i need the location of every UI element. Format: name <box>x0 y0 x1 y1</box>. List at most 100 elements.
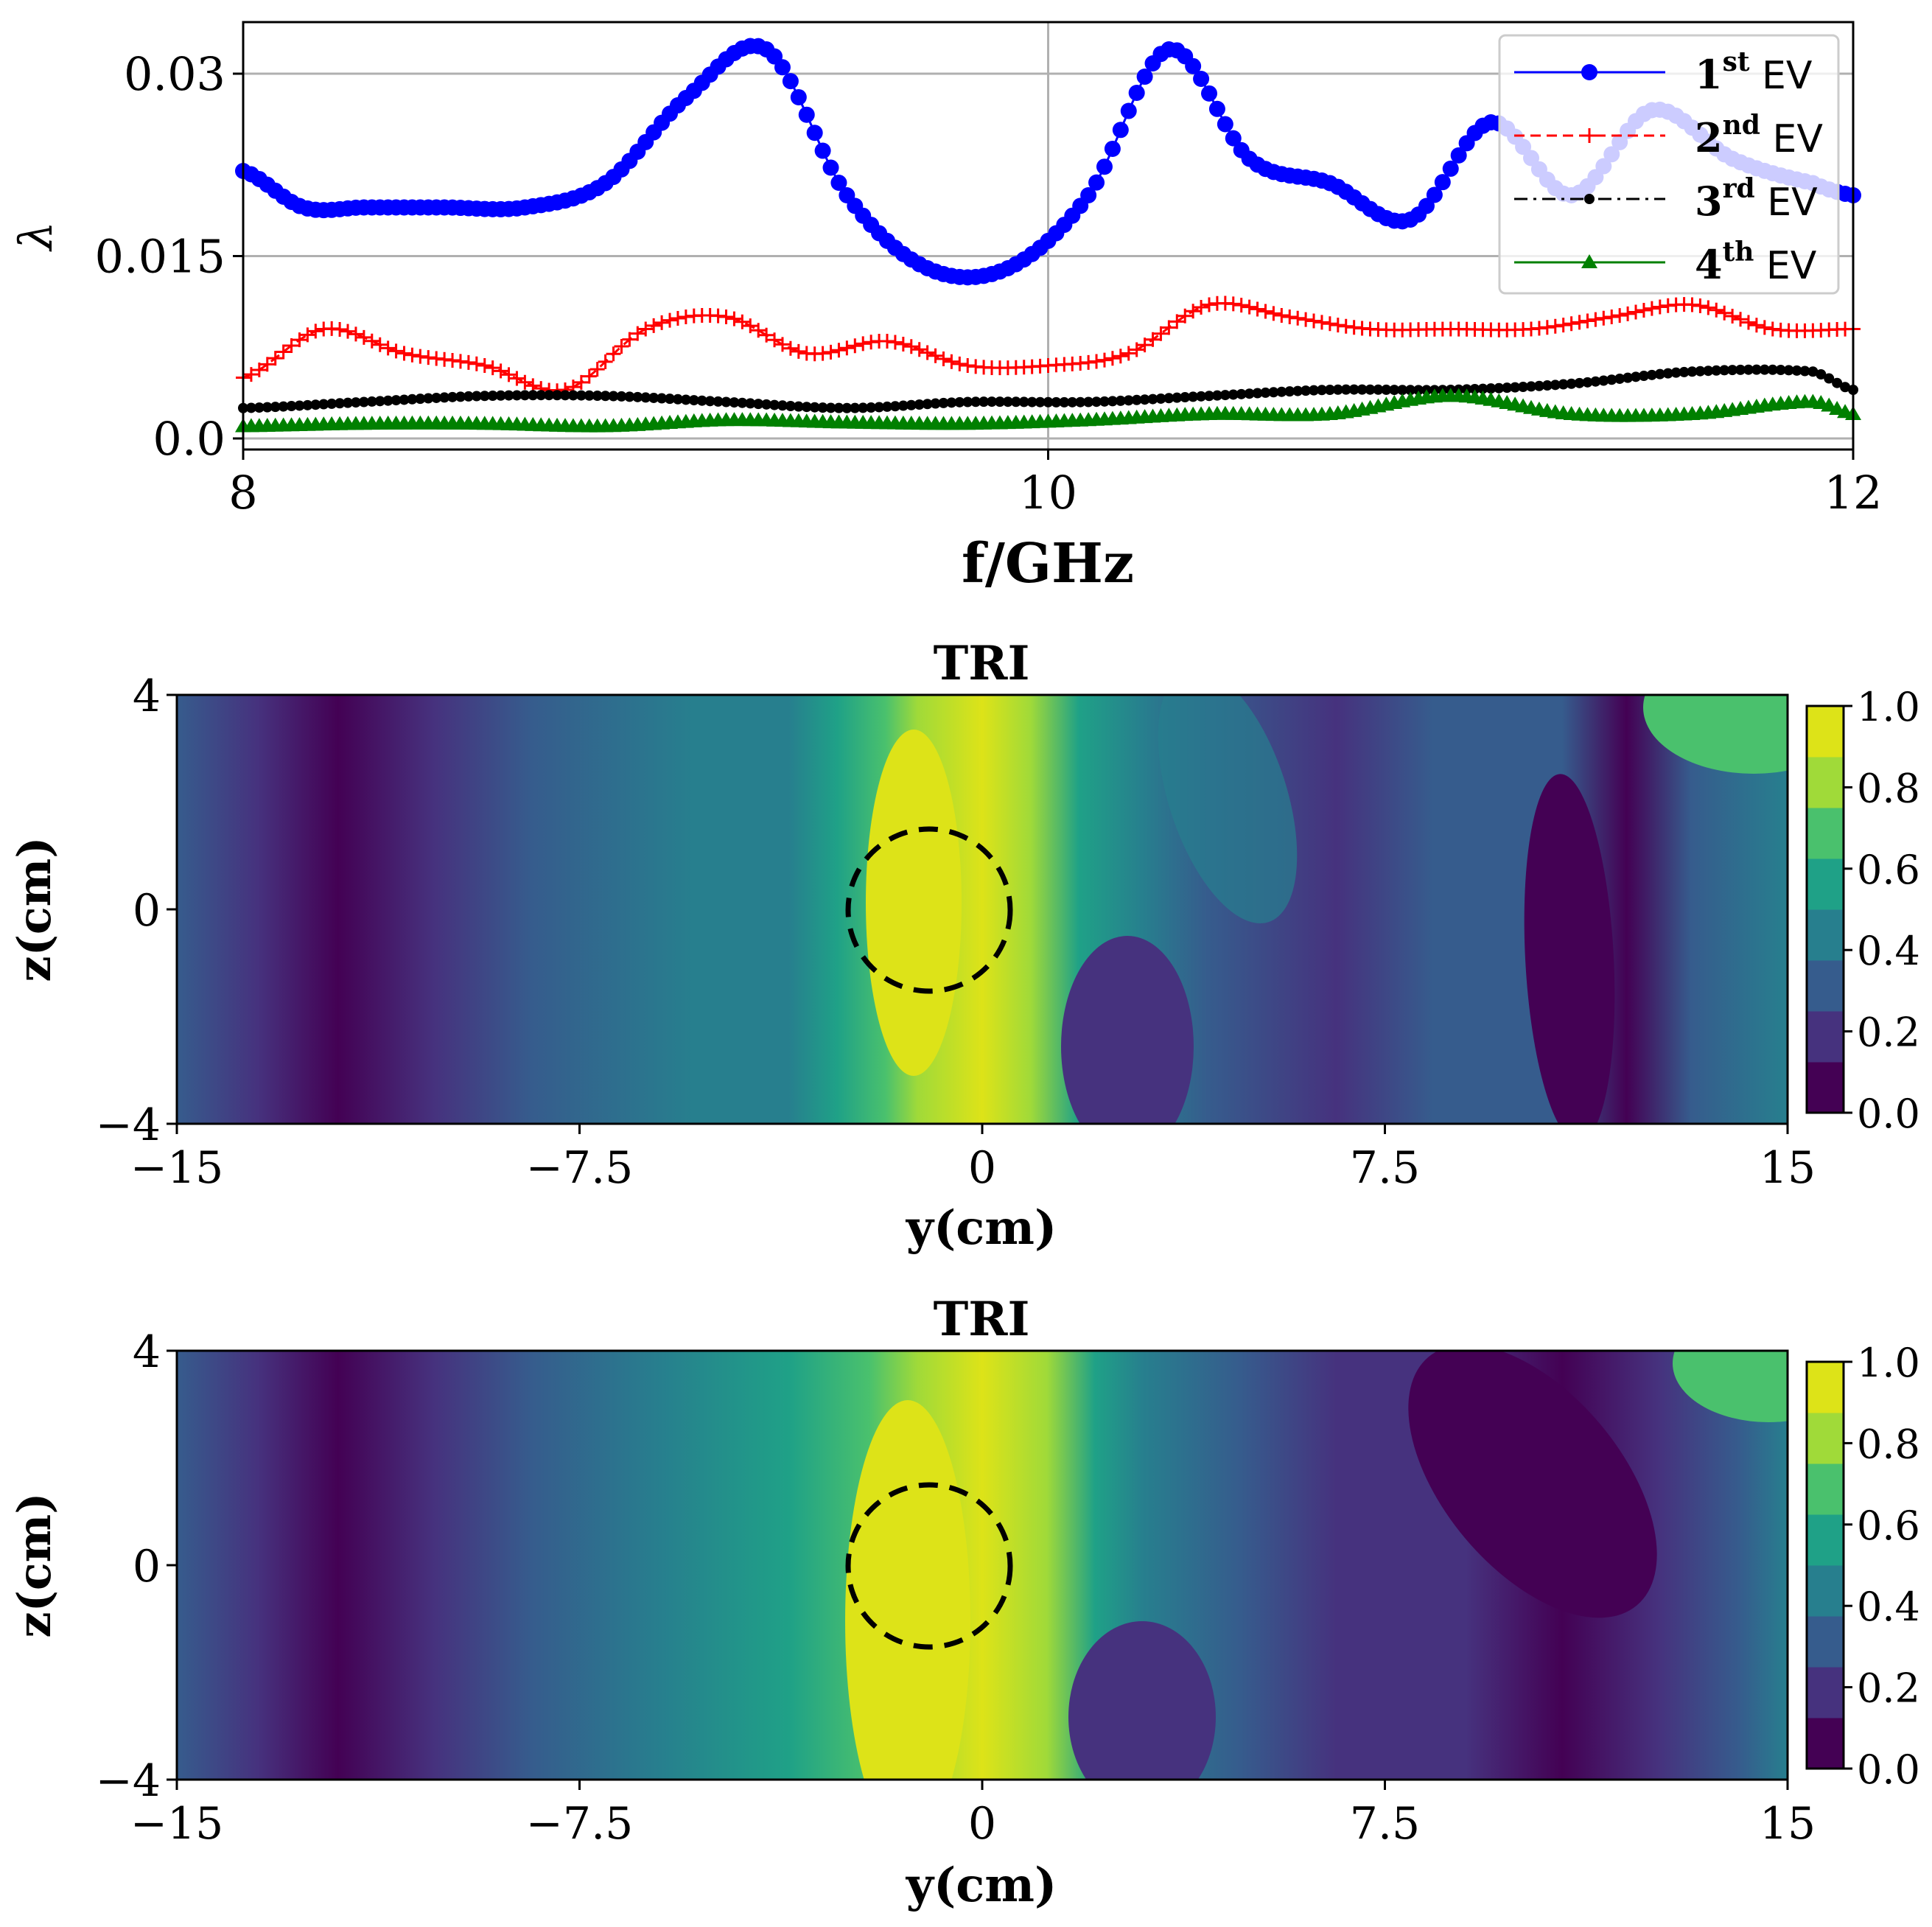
series-3-marker <box>1043 396 1054 408</box>
colorbar-tick-label: 0.0 <box>1857 1746 1920 1793</box>
heatmap-1-xtick-label: −15 <box>130 1142 224 1194</box>
series-2-marker <box>791 343 806 359</box>
series-3-marker <box>1091 396 1102 408</box>
series-3-marker <box>657 393 668 404</box>
series-2-marker <box>340 324 356 339</box>
series-2-marker <box>356 329 371 345</box>
heatmap-2-ytick-label: 0 <box>133 1541 161 1592</box>
series-3-marker <box>1743 364 1754 375</box>
series-2-marker <box>606 346 621 362</box>
colorbar-segment <box>1807 1413 1844 1464</box>
series-3-marker <box>487 390 498 401</box>
series-2-marker <box>1282 309 1298 324</box>
series-3-marker <box>745 398 756 409</box>
series-1-marker <box>798 106 815 123</box>
series-1-marker <box>1136 69 1153 85</box>
series-3-marker <box>1775 365 1786 376</box>
heatmap-1-target-circle <box>845 826 1013 994</box>
series-2-marker <box>952 356 967 371</box>
series-2-marker <box>348 326 363 342</box>
series-2-marker <box>831 343 847 358</box>
series-3-marker <box>600 391 611 402</box>
series-3-marker <box>310 399 321 410</box>
series-2-marker <box>622 332 637 347</box>
series-2-marker <box>662 312 678 328</box>
series-3-marker <box>897 400 909 411</box>
series-3-marker <box>777 400 788 411</box>
legend-marker-3 <box>1584 194 1595 204</box>
series-3-marker <box>382 395 393 406</box>
series-3-marker <box>946 397 957 408</box>
series-1-marker <box>814 142 831 159</box>
series-3-marker <box>672 394 683 405</box>
series-3-marker <box>1703 366 1714 377</box>
series-3-marker <box>624 391 635 402</box>
colorbar-tick-label: 0.2 <box>1857 1010 1920 1056</box>
series-3-marker <box>1518 382 1529 393</box>
series-4 <box>235 388 1861 433</box>
series-1-marker <box>1128 85 1145 102</box>
legend-suffix: EV <box>1754 244 1816 288</box>
heatmap-2-ytick-label: −4 <box>96 1755 161 1807</box>
series-1-marker <box>1208 100 1225 117</box>
series-2-marker <box>276 344 291 360</box>
series-3-marker <box>1357 384 1368 395</box>
series-3-marker <box>278 401 289 412</box>
line-xtick-label: 12 <box>1824 466 1883 520</box>
series-2-marker <box>259 357 275 372</box>
heatmap-1-xtick-label: 7.5 <box>1350 1142 1420 1194</box>
series-3-marker <box>1727 365 1738 376</box>
colorbar-tick-label: 1.0 <box>1857 684 1920 730</box>
series-2-marker <box>1105 351 1120 366</box>
series-1-marker <box>790 88 807 105</box>
series-3-marker <box>1485 383 1497 394</box>
colorbar-segment <box>1807 1463 1844 1515</box>
legend-num: 2 <box>1695 114 1723 161</box>
series-3-marker <box>1824 373 1835 384</box>
colorbar-tick-label: 0.2 <box>1857 1665 1920 1712</box>
series-3-marker <box>1180 392 1191 403</box>
series-1-marker <box>1104 140 1121 157</box>
series-3-marker <box>1107 396 1118 407</box>
heatmap-2-xtick-label: 0 <box>968 1798 996 1850</box>
series-2-marker <box>292 332 307 348</box>
series-2-marker <box>1330 318 1345 333</box>
series-2-marker <box>1194 299 1209 315</box>
series-1-marker <box>782 73 799 90</box>
series-2-marker <box>477 358 492 373</box>
heatmap-1: TRI −15 −7.5 0 7.5 15 −4 0 4 0.0 0.2 0.4 0.6 0.8 1.0… <box>7 636 1920 1256</box>
colorbar-frame <box>1805 704 1845 1114</box>
series-2-marker <box>251 362 267 377</box>
series-3-marker <box>1099 396 1110 407</box>
series-2-marker <box>1242 299 1257 315</box>
series-3-marker <box>511 390 522 401</box>
series-2-marker <box>388 343 404 359</box>
series-2-marker <box>1266 306 1281 321</box>
series-2-marker <box>1725 308 1740 324</box>
series-3-marker <box>1695 366 1706 377</box>
series-3-marker <box>1147 394 1158 405</box>
heatmap-1-title: TRI <box>934 636 1030 691</box>
series-3-marker <box>1026 396 1037 408</box>
colorbar-segment <box>1807 1514 1844 1566</box>
series-3-marker <box>1783 365 1794 376</box>
series-2-marker <box>1186 304 1201 319</box>
series-3-marker <box>1558 379 1569 390</box>
series-3-marker <box>970 396 981 408</box>
series-2-marker <box>509 371 525 386</box>
series-2-marker <box>452 354 468 369</box>
series-2-marker <box>1620 306 1636 321</box>
series-3-marker <box>463 391 474 402</box>
series-3-marker <box>1687 366 1698 377</box>
series-3-marker <box>1533 380 1544 391</box>
series-3-marker <box>528 390 539 401</box>
series-3-marker <box>1252 388 1263 399</box>
series-1-marker <box>1112 122 1129 139</box>
heatmap-2-ytick-label: 4 <box>133 1326 161 1378</box>
series-3-marker <box>680 394 691 405</box>
heatmap-1-xlabel: y(cm) <box>906 1200 1057 1256</box>
legend-sup: st <box>1723 46 1750 77</box>
series-2-marker <box>598 354 613 369</box>
series-2-marker <box>501 367 517 382</box>
series-1-marker <box>1193 70 1210 87</box>
